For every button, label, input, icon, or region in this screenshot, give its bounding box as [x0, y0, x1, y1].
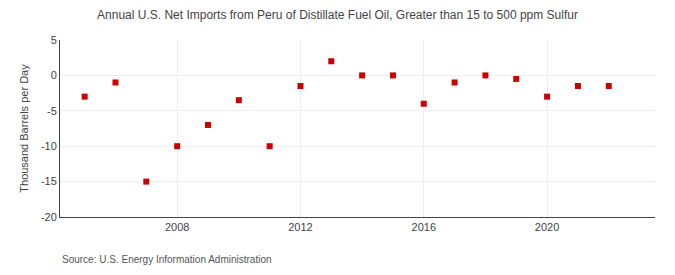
svg-text:-10: -10: [41, 140, 57, 152]
svg-text:2020: 2020: [535, 221, 559, 233]
svg-text:2008: 2008: [165, 221, 189, 233]
svg-text:2012: 2012: [288, 221, 312, 233]
svg-text:Source: U.S. Energy Informatio: Source: U.S. Energy Information Administ…: [62, 254, 272, 265]
svg-text:5: 5: [51, 34, 57, 46]
svg-text:Annual U.S. Net Imports from P: Annual U.S. Net Imports from Peru of Dis…: [97, 8, 578, 22]
svg-text:Thousand Barrels per Day: Thousand Barrels per Day: [18, 64, 30, 193]
svg-text:-20: -20: [41, 211, 57, 223]
svg-text:-5: -5: [47, 105, 57, 117]
svg-text:2016: 2016: [412, 221, 436, 233]
svg-text:0: 0: [51, 69, 57, 81]
svg-text:-15: -15: [41, 175, 57, 187]
